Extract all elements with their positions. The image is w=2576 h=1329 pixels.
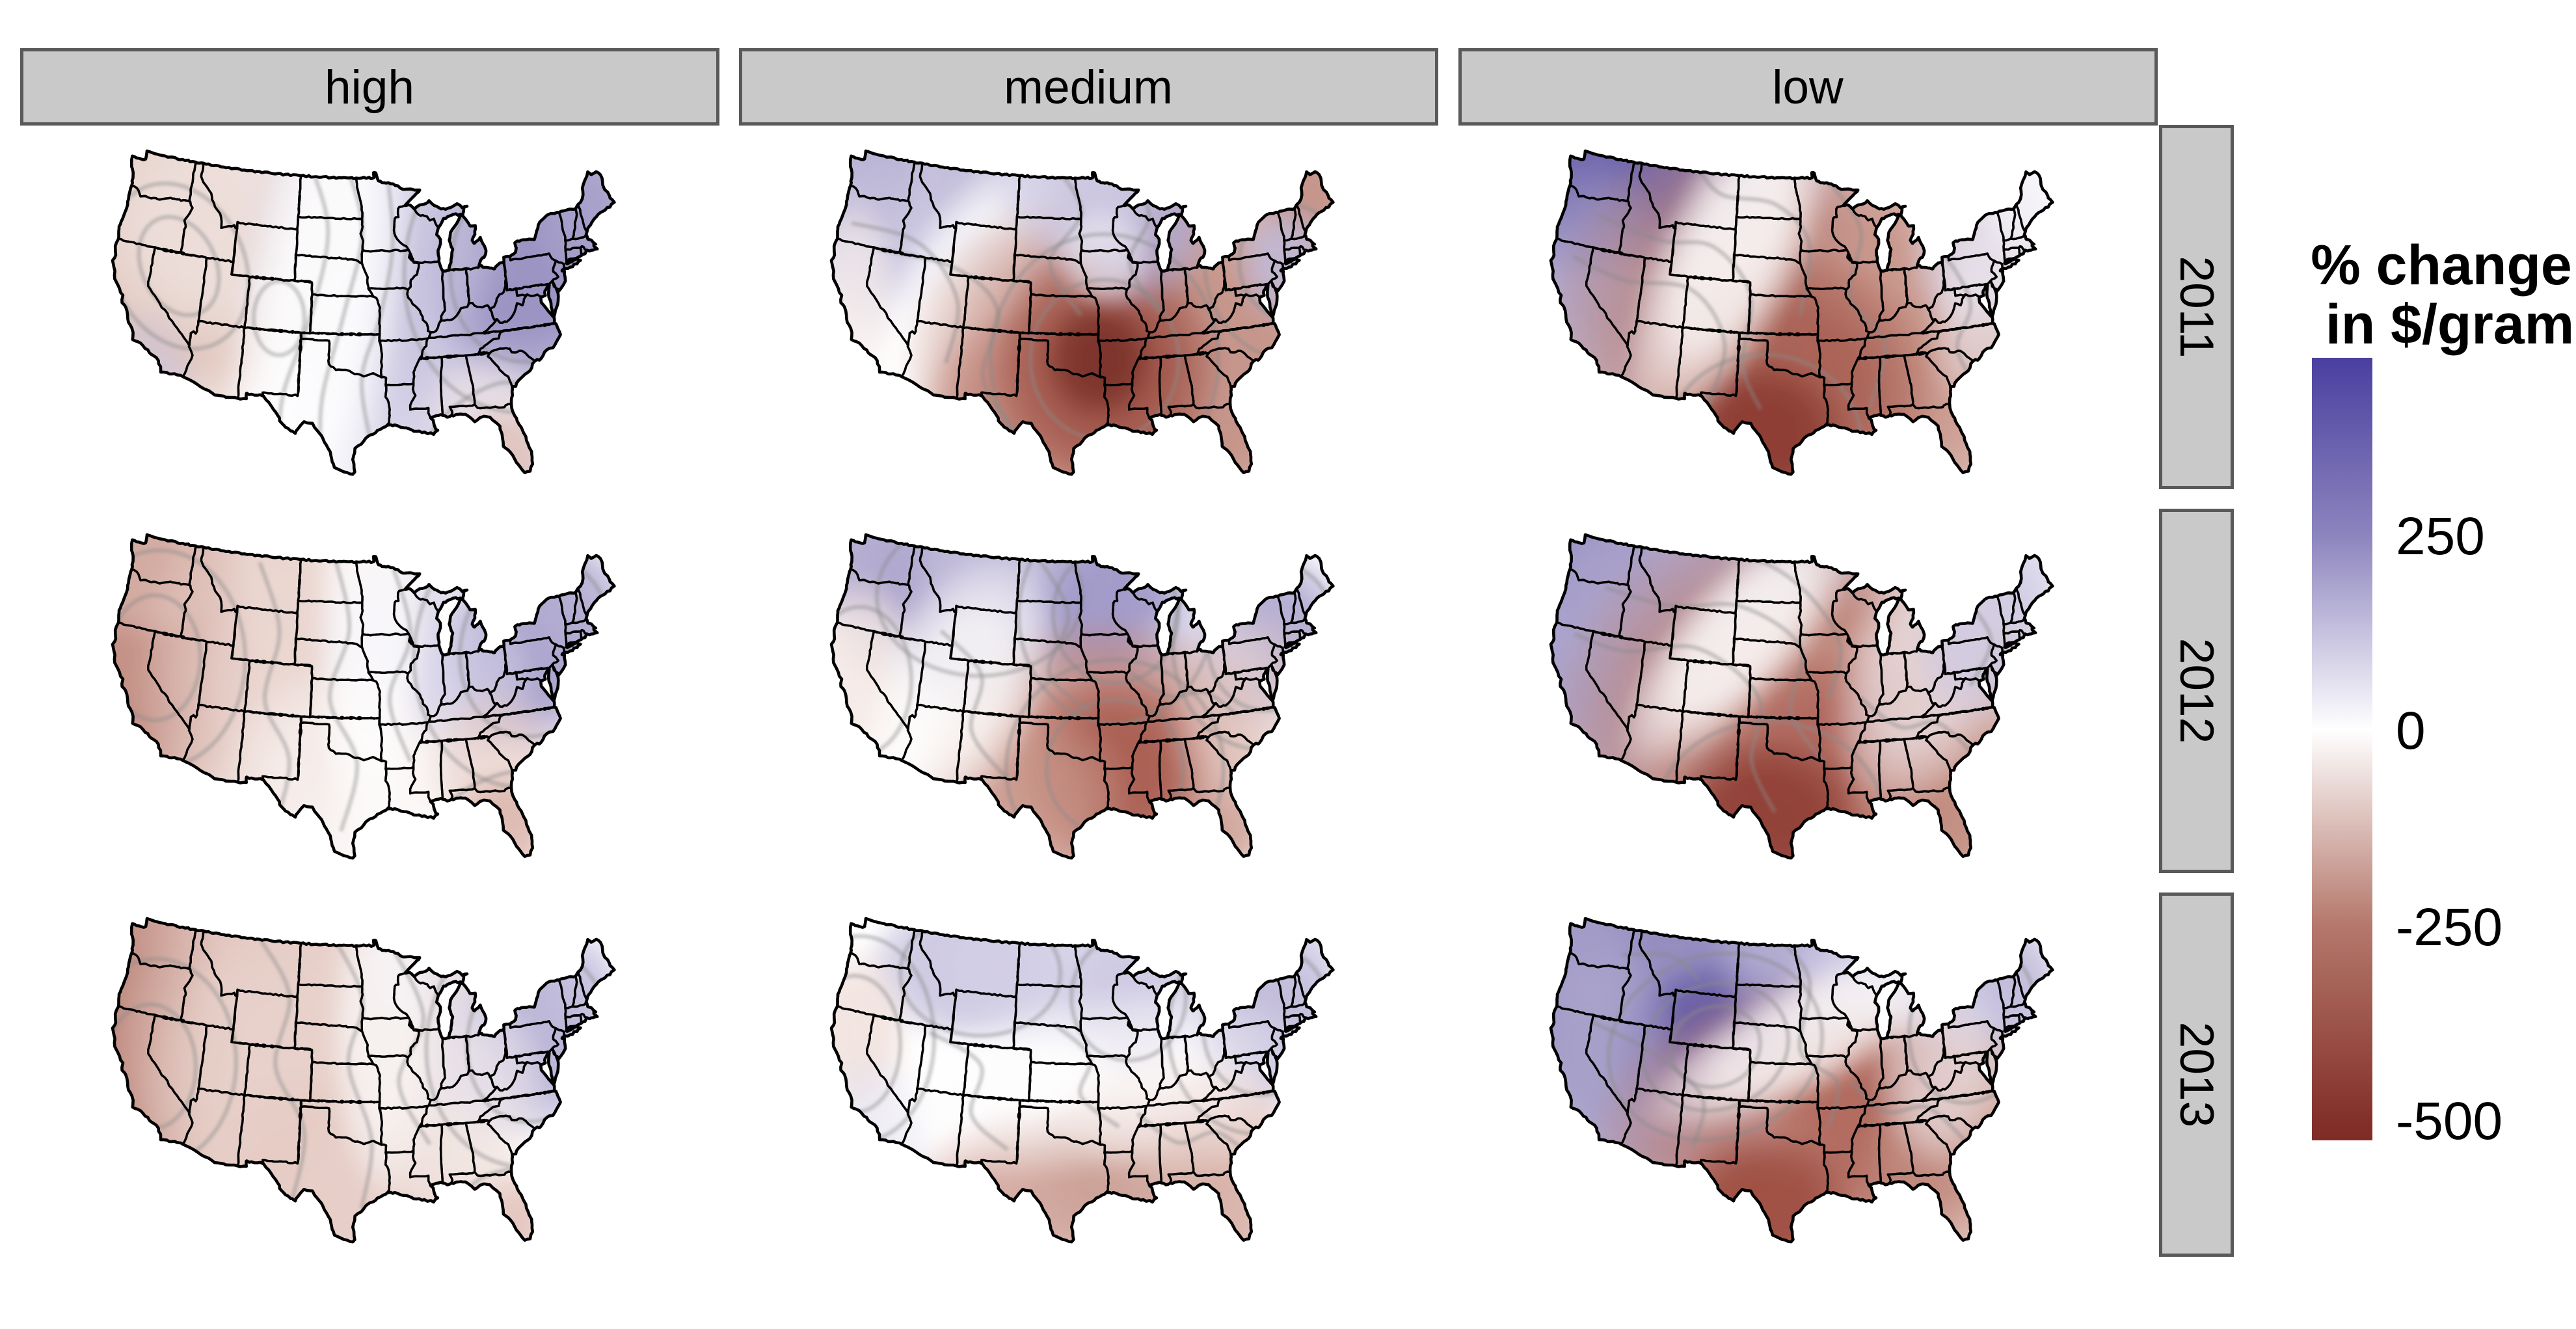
svg-text:medium: medium — [1004, 61, 1173, 114]
svg-text:in $/gram: in $/gram — [2326, 293, 2574, 356]
svg-text:-250: -250 — [2396, 898, 2502, 957]
svg-text:0: 0 — [2396, 701, 2426, 760]
svg-text:2012: 2012 — [2170, 638, 2223, 744]
svg-text:2013: 2013 — [2170, 1022, 2223, 1127]
svg-text:2011: 2011 — [2170, 256, 2223, 358]
svg-text:low: low — [1772, 61, 1844, 114]
svg-text:% change: % change — [2311, 234, 2571, 297]
svg-text:-500: -500 — [2396, 1092, 2502, 1151]
svg-text:high: high — [325, 61, 414, 114]
svg-text:250: 250 — [2396, 507, 2485, 566]
